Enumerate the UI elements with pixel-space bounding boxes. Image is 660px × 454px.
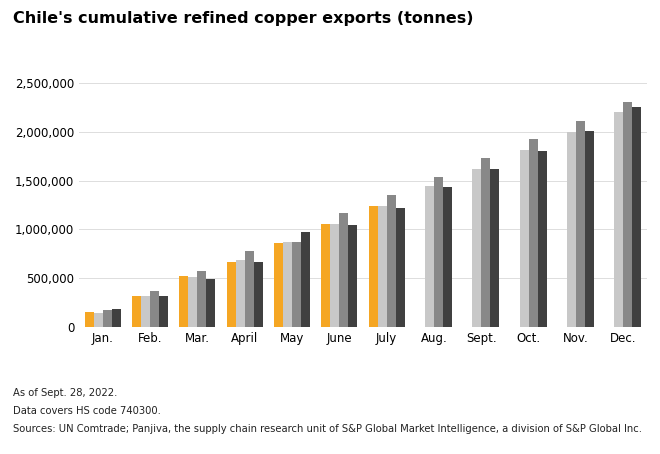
Bar xyxy=(103,310,112,327)
Bar xyxy=(378,206,387,327)
Bar xyxy=(283,242,292,327)
Bar xyxy=(395,208,405,327)
Bar xyxy=(197,271,207,327)
Bar xyxy=(245,252,253,327)
Bar xyxy=(253,262,263,327)
Bar xyxy=(339,213,348,327)
Bar xyxy=(434,177,443,327)
Bar xyxy=(132,296,141,327)
Bar xyxy=(632,108,641,327)
Bar xyxy=(614,112,623,327)
Bar xyxy=(576,121,585,327)
Bar xyxy=(207,279,215,327)
Bar xyxy=(85,312,94,327)
Bar xyxy=(159,296,168,327)
Bar xyxy=(387,195,395,327)
Bar xyxy=(150,291,159,327)
Bar xyxy=(180,276,189,327)
Text: Chile's cumulative refined copper exports (tonnes): Chile's cumulative refined copper export… xyxy=(13,11,474,26)
Bar xyxy=(623,102,632,327)
Bar xyxy=(443,187,452,327)
Bar xyxy=(348,225,357,327)
Bar xyxy=(274,243,283,327)
Bar xyxy=(236,260,245,327)
Bar xyxy=(292,242,301,327)
Bar xyxy=(519,150,529,327)
Text: Data covers HS code 740300.: Data covers HS code 740300. xyxy=(13,406,161,416)
Bar xyxy=(537,151,546,327)
Bar xyxy=(321,224,331,327)
Bar xyxy=(425,187,434,327)
Bar xyxy=(473,169,481,327)
Bar xyxy=(481,158,490,327)
Bar xyxy=(301,232,310,327)
Bar xyxy=(331,223,339,327)
Bar xyxy=(112,309,121,327)
Text: Sources: UN Comtrade; Panjiva, the supply chain research unit of S&P Global Mark: Sources: UN Comtrade; Panjiva, the suppl… xyxy=(13,424,642,434)
Bar xyxy=(94,313,103,327)
Bar xyxy=(189,277,197,327)
Bar xyxy=(529,138,537,327)
Text: As of Sept. 28, 2022.: As of Sept. 28, 2022. xyxy=(13,388,117,398)
Bar xyxy=(369,206,378,327)
Bar xyxy=(141,296,150,327)
Bar xyxy=(490,169,499,327)
Bar xyxy=(585,131,594,327)
Bar xyxy=(227,262,236,327)
Bar xyxy=(567,132,576,327)
